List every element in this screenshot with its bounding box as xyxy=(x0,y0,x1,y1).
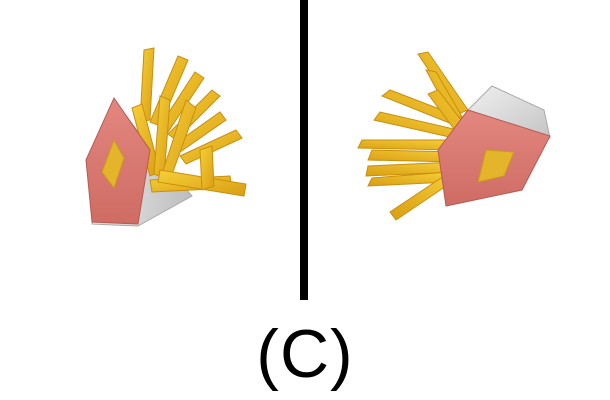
fries-front xyxy=(131,95,247,197)
left-view-panel xyxy=(0,0,300,300)
panel-divider xyxy=(300,0,308,300)
french-fries-box-icon xyxy=(85,47,247,227)
box-emblem xyxy=(477,149,515,183)
french-fries-box-icon xyxy=(357,51,551,221)
right-view-panel xyxy=(308,0,608,300)
box-emblem xyxy=(101,138,125,190)
figure-caption: (C) xyxy=(256,316,354,392)
